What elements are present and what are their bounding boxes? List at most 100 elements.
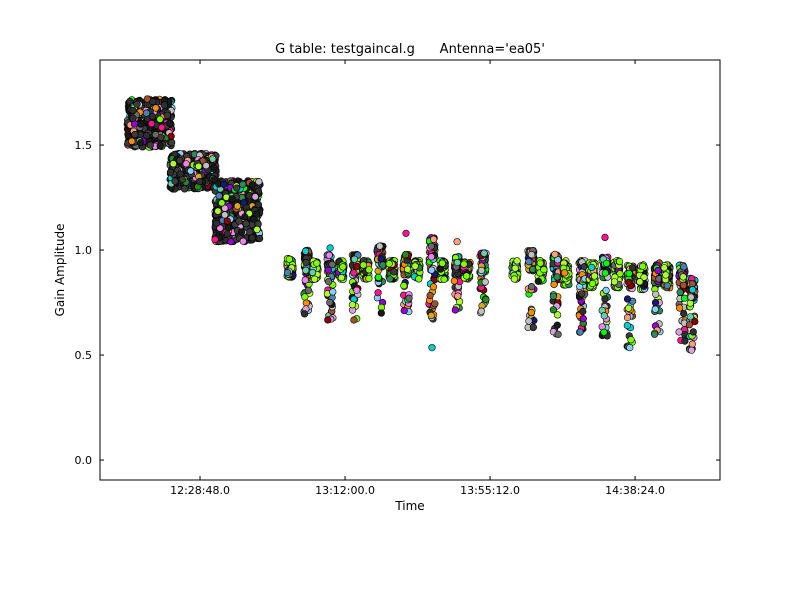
data-point	[590, 272, 599, 280]
data-point	[405, 294, 413, 302]
data-point	[302, 299, 310, 307]
data-point	[610, 278, 619, 286]
data-point	[481, 278, 489, 286]
data-point	[527, 251, 536, 259]
data-point	[237, 228, 246, 236]
data-point	[377, 255, 385, 263]
data-point	[377, 309, 385, 317]
data-point	[513, 257, 521, 265]
data-point	[463, 272, 471, 280]
data-point	[625, 278, 633, 286]
x-tick-label: 14:38:24.0	[605, 484, 665, 497]
data-point	[427, 242, 435, 250]
data-point	[348, 301, 357, 309]
data-point	[227, 238, 235, 246]
data-point	[325, 278, 333, 286]
data-point	[146, 141, 154, 149]
data-point	[152, 131, 160, 139]
data-point	[221, 211, 229, 219]
data-point	[430, 235, 438, 243]
data-point	[220, 180, 228, 189]
data-point	[253, 210, 261, 218]
data-point	[304, 286, 313, 294]
data-point	[660, 264, 668, 272]
data-point	[283, 269, 292, 277]
data-point	[676, 288, 684, 296]
data-point	[187, 167, 195, 175]
data-point	[182, 160, 190, 168]
data-point	[588, 279, 597, 288]
data-point	[529, 323, 538, 331]
data-point	[624, 304, 633, 312]
data-point	[210, 176, 218, 184]
data-point	[451, 306, 459, 314]
data-point	[600, 328, 608, 336]
data-point	[302, 247, 310, 255]
data-point	[149, 97, 157, 106]
data-point	[680, 310, 688, 318]
data-point	[309, 268, 317, 277]
data-point	[209, 155, 217, 163]
data-point	[453, 238, 461, 246]
data-point	[688, 280, 696, 288]
data-point	[350, 316, 358, 324]
data-point	[400, 307, 408, 315]
data-point	[167, 132, 175, 140]
chart-title: G table: testgaincal.g Antenna='ea05'	[275, 42, 545, 57]
x-axis-label: Time	[394, 499, 424, 513]
data-point	[623, 321, 631, 330]
data-point	[213, 219, 221, 227]
data-point	[147, 119, 156, 128]
data-point	[337, 274, 346, 282]
data-point	[202, 162, 210, 170]
data-point	[228, 195, 236, 203]
data-point	[195, 162, 203, 170]
data-point	[328, 260, 336, 269]
data-point	[623, 295, 632, 303]
data-point	[152, 104, 160, 112]
data-point	[131, 130, 139, 139]
y-tick-label: 1.0	[75, 244, 93, 257]
data-point	[301, 310, 309, 318]
data-point	[359, 261, 368, 269]
data-point	[256, 234, 264, 243]
data-point	[550, 280, 558, 289]
data-point	[675, 328, 683, 336]
data-point	[662, 271, 670, 279]
data-point	[374, 289, 382, 297]
data-point	[602, 259, 611, 268]
data-point	[215, 192, 223, 200]
data-point	[429, 283, 438, 291]
y-tick-label: 0.5	[75, 349, 93, 362]
data-point	[438, 259, 446, 267]
data-point	[242, 220, 250, 228]
data-point	[527, 308, 535, 317]
data-point	[233, 184, 241, 192]
data-point	[623, 314, 632, 322]
data-point	[233, 202, 241, 210]
data-point	[426, 291, 434, 300]
data-point	[680, 263, 688, 271]
data-point	[248, 181, 257, 189]
x-tick-label: 13:12:00.0	[315, 484, 375, 497]
data-point	[626, 344, 634, 352]
data-point	[549, 306, 558, 314]
data-point	[427, 253, 436, 261]
data-point	[129, 106, 137, 114]
data-point	[325, 251, 333, 259]
data-point	[680, 294, 689, 302]
data-point	[239, 237, 247, 245]
data-point	[353, 262, 361, 271]
data-point	[181, 185, 189, 193]
data-point	[663, 282, 671, 290]
y-axis-label: Gain Amplitude	[53, 224, 67, 317]
data-point	[534, 277, 542, 285]
data-point	[326, 244, 334, 252]
x-tick-label: 12:28:48.0	[170, 484, 230, 497]
data-point	[651, 299, 660, 307]
data-point	[404, 265, 412, 273]
data-point	[137, 139, 145, 147]
data-point	[482, 296, 490, 304]
data-point	[156, 115, 164, 123]
data-point	[160, 101, 168, 109]
